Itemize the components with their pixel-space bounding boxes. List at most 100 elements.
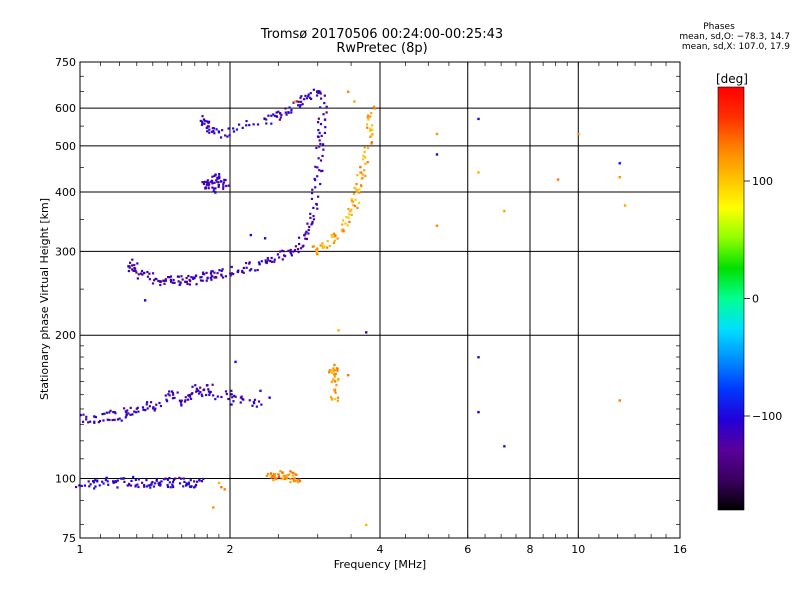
data-point xyxy=(154,277,157,281)
data-point xyxy=(203,122,206,125)
data-point xyxy=(127,484,130,487)
data-point xyxy=(319,91,322,94)
data-point xyxy=(263,117,266,121)
data-point xyxy=(268,396,271,399)
data-point xyxy=(280,113,283,117)
data-point xyxy=(134,478,137,481)
data-point xyxy=(186,282,189,286)
data-point xyxy=(371,124,374,127)
data-point xyxy=(208,128,211,131)
data-point xyxy=(322,148,325,151)
phases-stats: Phases mean, sd,O: −78.3, 14.7 mean, sd,… xyxy=(600,22,790,52)
data-point xyxy=(503,445,506,448)
data-point xyxy=(232,127,235,130)
data-point xyxy=(213,132,216,135)
data-point xyxy=(435,132,439,136)
data-point xyxy=(221,268,224,271)
data-point xyxy=(328,244,331,248)
data-point xyxy=(143,299,147,302)
y-tick-label: 750 xyxy=(55,56,76,69)
data-point xyxy=(187,394,190,397)
data-point xyxy=(159,283,162,287)
data-point xyxy=(364,162,367,165)
data-point xyxy=(183,400,187,403)
data-point xyxy=(308,96,312,99)
data-point xyxy=(248,123,251,127)
data-point xyxy=(171,281,174,284)
data-point xyxy=(214,173,217,176)
data-point xyxy=(275,478,278,481)
data-point xyxy=(124,416,127,419)
data-point xyxy=(316,135,320,138)
data-point xyxy=(254,269,257,272)
data-point xyxy=(165,400,169,403)
data-point xyxy=(248,269,252,272)
data-point xyxy=(148,272,151,275)
data-point xyxy=(125,411,128,414)
data-point xyxy=(202,271,205,274)
chart-title: Tromsø 20170506 00:24:00-00:25:43 xyxy=(260,27,504,42)
data-point xyxy=(101,412,104,416)
data-point xyxy=(312,206,315,209)
data-point xyxy=(199,386,202,389)
data-point xyxy=(273,258,276,261)
data-point xyxy=(309,212,312,215)
data-point xyxy=(140,272,143,275)
data-point xyxy=(314,186,317,189)
data-point xyxy=(159,483,162,486)
data-point xyxy=(350,208,353,211)
data-point xyxy=(132,475,135,479)
data-point xyxy=(334,391,337,394)
data-point xyxy=(103,412,106,415)
data-point xyxy=(289,248,292,252)
data-point xyxy=(303,234,306,237)
data-point xyxy=(370,142,373,145)
data-point xyxy=(134,484,137,487)
data-point xyxy=(207,388,210,391)
data-point xyxy=(144,409,147,412)
data-point xyxy=(180,399,183,402)
data-point xyxy=(140,269,144,273)
data-point xyxy=(330,380,333,384)
data-point xyxy=(163,282,166,285)
data-point xyxy=(164,477,167,480)
data-point xyxy=(201,279,204,282)
data-point xyxy=(319,92,322,95)
data-point xyxy=(352,192,356,195)
data-point xyxy=(260,260,263,263)
data-point xyxy=(315,90,319,94)
data-point xyxy=(153,482,157,485)
data-point xyxy=(289,251,292,254)
data-point xyxy=(253,402,256,405)
data-point xyxy=(135,271,138,274)
data-point xyxy=(299,96,302,99)
data-point xyxy=(337,329,340,332)
data-point xyxy=(182,485,185,488)
data-point xyxy=(216,180,219,183)
data-point xyxy=(201,120,204,123)
data-point xyxy=(270,472,273,475)
data-point xyxy=(362,154,365,157)
data-point xyxy=(305,97,308,100)
data-point xyxy=(314,165,317,168)
data-point xyxy=(211,182,214,185)
data-point xyxy=(213,271,216,274)
data-point xyxy=(302,98,306,101)
data-point xyxy=(220,395,223,399)
data-point xyxy=(107,483,110,486)
data-point xyxy=(130,268,134,271)
data-point xyxy=(317,91,320,94)
data-point xyxy=(299,104,302,107)
data-point xyxy=(477,171,480,174)
plot-area xyxy=(75,61,681,539)
data-point xyxy=(194,390,198,393)
data-point xyxy=(206,183,209,186)
data-point xyxy=(312,214,315,218)
data-point xyxy=(205,126,208,129)
data-point xyxy=(149,486,152,489)
data-point xyxy=(145,479,148,482)
data-point xyxy=(304,237,307,240)
data-point xyxy=(187,481,190,484)
data-point xyxy=(281,258,284,261)
x-tick-label: 6 xyxy=(464,543,471,556)
